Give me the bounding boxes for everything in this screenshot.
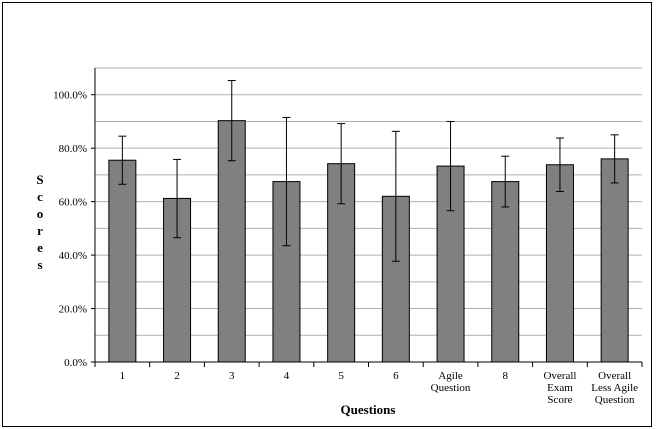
y-tick-label: 0.0% (64, 357, 87, 369)
x-tick-label: 1 (120, 370, 126, 382)
x-tick-label: 4 (284, 370, 290, 382)
y-tick-label: 40.0% (59, 250, 87, 262)
x-tick-label: 2 (174, 370, 180, 382)
y-tick-label: 80.0% (59, 143, 87, 155)
x-axis-title: Questions (341, 402, 396, 417)
y-tick-label: 20.0% (59, 304, 87, 316)
x-tick-label: Overall Exam Score (543, 370, 576, 406)
y-tick-label: 100.0% (53, 90, 87, 102)
y-tick-label: 60.0% (59, 197, 87, 209)
bar (108, 159, 137, 363)
error-bars (118, 80, 619, 262)
x-tick-label: 6 (393, 370, 399, 382)
x-tick-label: Agile Question (431, 370, 471, 394)
labels: 0.0% 20.0% 40.0% 60.0% 80.0% 100.0% 1 2 3 4 5 6 Agil… (53, 90, 638, 406)
x-tick-label: 5 (338, 370, 344, 382)
bar (600, 158, 629, 363)
x-tick-label: 8 (503, 370, 509, 382)
bar (491, 181, 520, 363)
x-tick-label: Overall Less Agile Question (591, 370, 638, 406)
x-tick-label: 3 (229, 370, 235, 382)
bars (108, 120, 629, 363)
bar (545, 164, 574, 363)
